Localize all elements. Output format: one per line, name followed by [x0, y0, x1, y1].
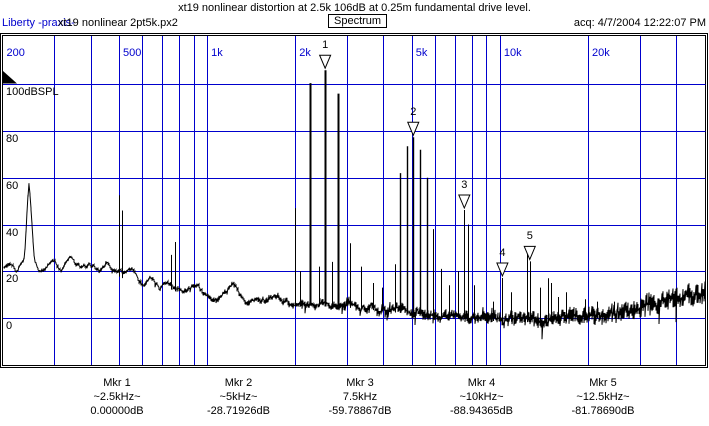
marker-4-triangle[interactable] — [496, 262, 509, 278]
marker-readout-level: -81.78690dB — [571, 405, 635, 417]
marker-readout-name: Mkr 2 — [224, 377, 253, 389]
marker-readout[interactable]: Mkr 4 ~10kHz~ -88.94365dB — [417, 376, 547, 418]
y-tick-label: 0 — [6, 320, 13, 332]
chart-title: xt19 nonlinear distortion at 2.5k 106dB … — [178, 2, 531, 14]
marker-readout-level: -59.78867dB — [328, 405, 392, 417]
marker-readout[interactable]: Mkr 1 ~2.5kHz~ 0.00000dB — [52, 376, 182, 418]
marker-readout-name: Mkr 4 — [467, 377, 496, 389]
x-tick-label: 2k — [299, 47, 311, 59]
x-tick-label: 1k — [211, 47, 223, 59]
marker-3-triangle[interactable] — [458, 194, 471, 210]
marker-1-triangle[interactable] — [318, 54, 332, 70]
marker-4-number-label: 4 — [499, 247, 506, 260]
marker-3-number-label: 3 — [461, 179, 468, 191]
app-brand-label: Liberty -praxis- — [2, 17, 75, 29]
acquisition-timestamp: acq: 4/7/2004 12:22:07 PM — [573, 17, 706, 29]
marker-readout-frequency: 7.5kHz — [342, 391, 378, 403]
plot-frame-inner — [2, 35, 706, 366]
marker-readout-frequency: ~12.5kHz~ — [576, 391, 630, 403]
marker-readout-frequency: ~5kHz~ — [219, 391, 258, 403]
marker-5-triangle[interactable] — [523, 245, 537, 261]
x-tick-label: 200 — [6, 47, 25, 59]
marker-readout-frequency: ~10kHz~ — [459, 391, 504, 403]
x-tick-label: 500 — [122, 47, 142, 59]
marker-readout-level: -88.94365dB — [450, 405, 513, 417]
y-tick-label: 40 — [6, 226, 19, 239]
marker-readout[interactable]: Mkr 2 ~5kHz~ -28.71926dB — [174, 376, 304, 418]
plot-frame-outer — [0, 33, 708, 368]
x-tick-label: 5k — [415, 47, 428, 59]
x-tick-label: 20k — [592, 47, 610, 59]
marker-5-number-label: 5 — [526, 230, 533, 243]
marker-readout-level: -28.71926dB — [207, 405, 270, 417]
marker-readout-name: Mkr 3 — [346, 377, 374, 389]
file-name-label: xt19 nonlinear 2pt5k.px2 — [58, 17, 178, 29]
y-tick-label: 100dBSPL — [6, 86, 59, 99]
input-level-flag-icon — [3, 71, 17, 84]
marker-readout[interactable]: Mkr 3 7.5kHz -59.78867dB — [295, 376, 425, 418]
marker-readout-frequency: ~2.5kHz~ — [93, 391, 141, 403]
y-tick-label: 60 — [6, 179, 19, 192]
y-tick-label: 80 — [6, 133, 19, 145]
spectrum-mode-button[interactable]: Spectrum — [328, 14, 388, 28]
spectrum-trace — [3, 183, 706, 340]
marker-2-triangle[interactable] — [407, 121, 420, 137]
y-tick-label: 20 — [6, 273, 19, 286]
marker-2-number-label: 2 — [410, 106, 417, 119]
x-tick-label: 10k — [503, 47, 522, 59]
marker-readout[interactable]: Mkr 5 ~12.5kHz~ -81.78690dB — [538, 376, 668, 418]
marker-readout-name: Mkr 5 — [589, 377, 617, 389]
marker-readout-name: Mkr 1 — [103, 377, 131, 389]
marker-readout-level: 0.00000dB — [90, 405, 144, 417]
marker-1-number-label: 1 — [322, 39, 329, 52]
